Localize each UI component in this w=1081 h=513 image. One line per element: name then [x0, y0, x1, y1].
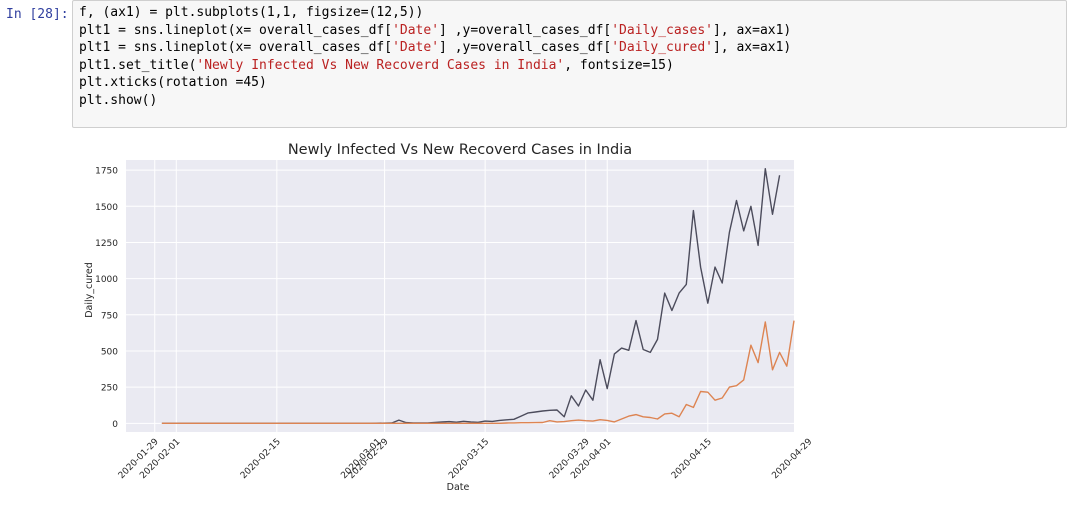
code-line: plt.xticks(rotation =45)	[79, 74, 1060, 92]
code-text: plt1 = sns.lineplot(x= overall_cases_df[	[79, 22, 393, 38]
code-string: 'Newly Infected Vs New Recoverd Cases in…	[196, 57, 565, 73]
y-axis-label: Daily_cured	[84, 262, 95, 318]
series-group	[161, 168, 795, 424]
code-text: plt1.set_title(	[79, 57, 197, 73]
x-tick-label: 2020-02-15	[239, 437, 283, 481]
code-line: plt1 = sns.lineplot(x= overall_cases_df[…	[79, 39, 1060, 57]
y-tick-label: 500	[101, 347, 118, 357]
chart-title: Newly Infected Vs New Recoverd Cases in …	[288, 142, 632, 158]
code-text: f, (ax1) = plt.subplots(1,1, figsize=(12…	[79, 5, 424, 20]
code-text: plt.show()	[79, 92, 158, 108]
line-chart: 0 250 500 750 1000 1250 1500 1750 2020-01-29202…	[84, 142, 815, 493]
code-string: 'Date'	[392, 40, 440, 56]
code-line: plt.show()	[79, 92, 1060, 110]
x-tick-label: 2020-04-15	[670, 437, 714, 481]
code-text: ] ,y=overall_cases_df[	[439, 40, 612, 56]
y-tick-label: 0	[112, 420, 118, 430]
y-tick-label: 1000	[95, 275, 118, 285]
code-text: ], ax=ax1)	[712, 40, 792, 56]
x-tick-label: 2020-03-01	[339, 437, 383, 481]
y-tick-label: 250	[101, 384, 118, 394]
y-tick-label: 1250	[95, 239, 118, 249]
code-string: 'Daily_cured'	[611, 40, 713, 56]
code-text: ], ax=ax1)	[712, 22, 792, 38]
x-tick-label: 2020-04-29	[770, 437, 814, 481]
code-string: 'Daily_cases'	[611, 22, 713, 38]
plot-area	[126, 160, 794, 432]
cell-prompt: In [28]:	[6, 7, 69, 22]
code-text: plt.xticks(rotation =45)	[79, 75, 267, 91]
code-text: ] ,y=overall_cases_df[	[439, 22, 612, 38]
code-line: plt1.set_title('Newly Infected Vs New Re…	[79, 57, 1060, 75]
series-line-1	[161, 320, 795, 424]
code-text: , fontsize=15)	[564, 57, 674, 73]
y-tick-label: 1500	[95, 203, 118, 213]
code-cell[interactable]: f, (ax1) = plt.subplots(1,1, figsize=(12…	[72, 0, 1067, 128]
y-tick-label: 750	[101, 311, 118, 321]
x-axis-label: Date	[447, 482, 470, 493]
cell-output: 0 250 500 750 1000 1250 1500 1750 2020-01-29 202…	[72, 132, 1072, 508]
code-string: 'Date'	[392, 22, 440, 38]
y-tick-labels: 0 250 500 750 1000 1250 1500 1750	[95, 167, 118, 430]
code-text: plt1 = sns.lineplot(x= overall_cases_df[	[79, 40, 393, 56]
y-tick-label: 1750	[95, 167, 118, 177]
grid-lines	[126, 160, 809, 432]
series-line-0	[161, 168, 781, 424]
code-line: f, (ax1) = plt.subplots(1,1, figsize=(12…	[79, 4, 1060, 22]
x-tick-label: 2020-03-15	[447, 437, 491, 481]
code-line: plt1 = sns.lineplot(x= overall_cases_df[…	[79, 22, 1060, 40]
